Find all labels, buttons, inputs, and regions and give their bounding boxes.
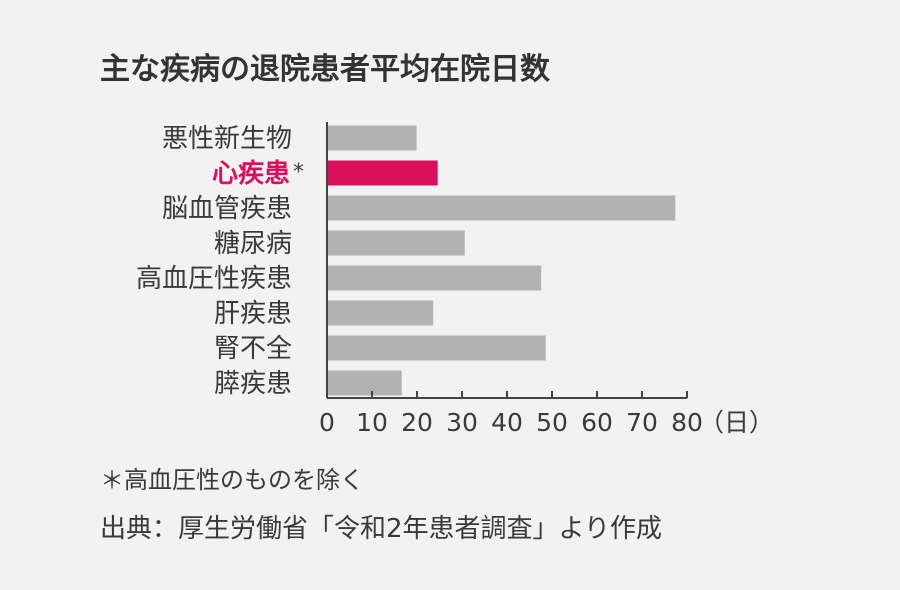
x-tick-label: 10 xyxy=(356,408,388,437)
bar-7 xyxy=(327,370,402,396)
bar-6 xyxy=(327,335,546,361)
category-label: 心疾患 xyxy=(212,158,290,189)
source-credit: 出典：厚生労働省「令和2年患者調査」より作成 xyxy=(100,514,663,544)
chart-title: 主な疾病の退院患者平均在院日数 xyxy=(100,52,550,87)
category-label: 腎不全 xyxy=(214,334,292,364)
category-label: 膵疾患 xyxy=(214,369,292,399)
category-label: 糖尿病 xyxy=(214,229,292,259)
x-tick-label: 0 xyxy=(319,408,335,437)
x-tick-label: 80 xyxy=(671,408,703,437)
x-tick-label: 30 xyxy=(446,408,478,437)
bar-4 xyxy=(327,265,542,291)
category-marker: * xyxy=(293,160,304,185)
x-tick-label: 60 xyxy=(581,408,613,437)
bar-0 xyxy=(327,125,417,151)
bar-1 xyxy=(327,160,438,186)
x-unit-label: （日） xyxy=(699,408,774,437)
footnote: ＊高血圧性のものを除く xyxy=(100,466,364,494)
category-label: 肝疾患 xyxy=(214,299,292,329)
bar-5 xyxy=(327,300,434,326)
category-label: 悪性新生物 xyxy=(162,124,292,154)
x-tick-label: 70 xyxy=(626,408,658,437)
bar-3 xyxy=(327,230,465,256)
x-tick-label: 50 xyxy=(536,408,568,437)
category-label: 高血圧性疾患 xyxy=(136,264,292,294)
x-tick-label: 20 xyxy=(401,408,433,437)
bar-2 xyxy=(327,195,676,221)
x-tick-label: 40 xyxy=(491,408,523,437)
category-label: 脳血管疾患 xyxy=(162,194,292,224)
